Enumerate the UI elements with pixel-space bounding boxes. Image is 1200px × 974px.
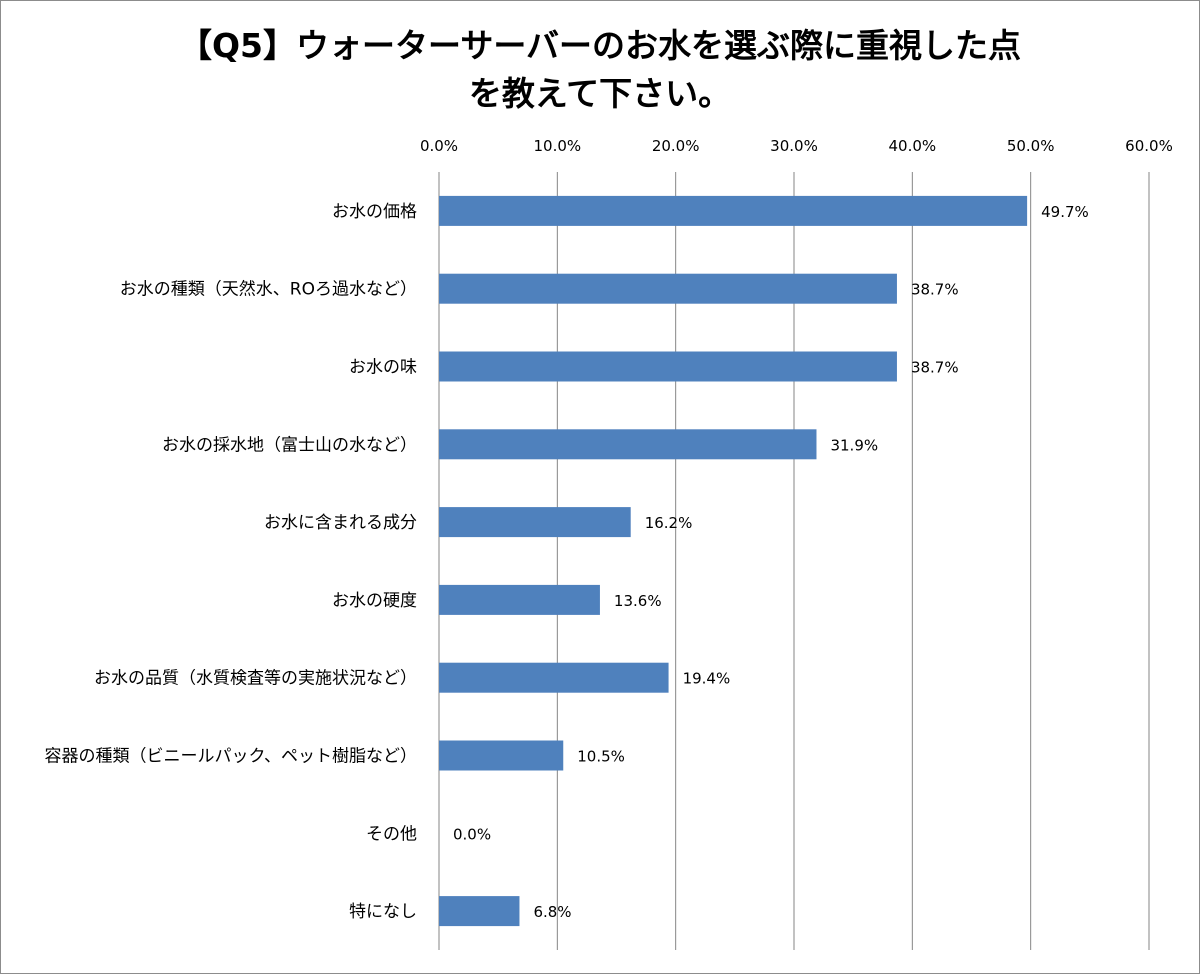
bar bbox=[439, 740, 564, 771]
data-label: 49.7% bbox=[1041, 203, 1089, 221]
chart-title-line1: 【Q5】ウォーターサーバーのお水を選ぶ際に重視した点 bbox=[178, 26, 1022, 65]
bar bbox=[439, 195, 1028, 226]
bar bbox=[439, 429, 817, 460]
data-label: 13.6% bbox=[614, 592, 662, 610]
category-label: 容器の種類（ビニールパック、ペット樹脂など） bbox=[45, 747, 417, 767]
category-label: お水の種類（天然水、ROろ過水など） bbox=[120, 280, 417, 300]
x-tick-label: 50.0% bbox=[1007, 137, 1055, 155]
x-tick-label: 60.0% bbox=[1125, 137, 1173, 155]
x-tick-label: 20.0% bbox=[652, 137, 700, 155]
category-label: お水の味 bbox=[349, 358, 417, 378]
data-label: 6.8% bbox=[533, 903, 571, 921]
category-label: その他 bbox=[366, 824, 417, 844]
data-label: 31.9% bbox=[830, 436, 878, 454]
category-label: お水の採水地（富士山の水など） bbox=[162, 435, 417, 455]
bar bbox=[439, 273, 897, 304]
category-label: お水に含まれる成分 bbox=[264, 513, 417, 533]
chart-title-line2: を教えて下さい。 bbox=[468, 74, 732, 113]
category-label: お水の価格 bbox=[332, 202, 417, 222]
data-label: 19.4% bbox=[683, 670, 731, 688]
data-label: 38.7% bbox=[911, 281, 959, 299]
data-label: 38.7% bbox=[911, 359, 959, 377]
x-tick-label: 0.0% bbox=[420, 137, 458, 155]
category-label: 特になし bbox=[349, 902, 417, 922]
category-label: お水の品質（水質検査等の実施状況など） bbox=[94, 669, 417, 689]
chart-title: 【Q5】ウォーターサーバーのお水を選ぶ際に重視した点 を教えて下さい。 bbox=[0, 22, 1200, 118]
x-tick-label: 30.0% bbox=[770, 137, 818, 155]
data-label: 10.5% bbox=[577, 748, 625, 766]
bar bbox=[439, 662, 669, 693]
bar bbox=[439, 351, 897, 382]
bar bbox=[439, 584, 600, 615]
x-tick-label: 10.0% bbox=[534, 137, 582, 155]
x-tick-label: 40.0% bbox=[889, 137, 937, 155]
bar bbox=[439, 507, 631, 538]
data-label: 0.0% bbox=[453, 825, 491, 843]
data-label: 16.2% bbox=[645, 514, 693, 532]
bar bbox=[439, 896, 520, 927]
category-label: お水の硬度 bbox=[332, 591, 417, 611]
